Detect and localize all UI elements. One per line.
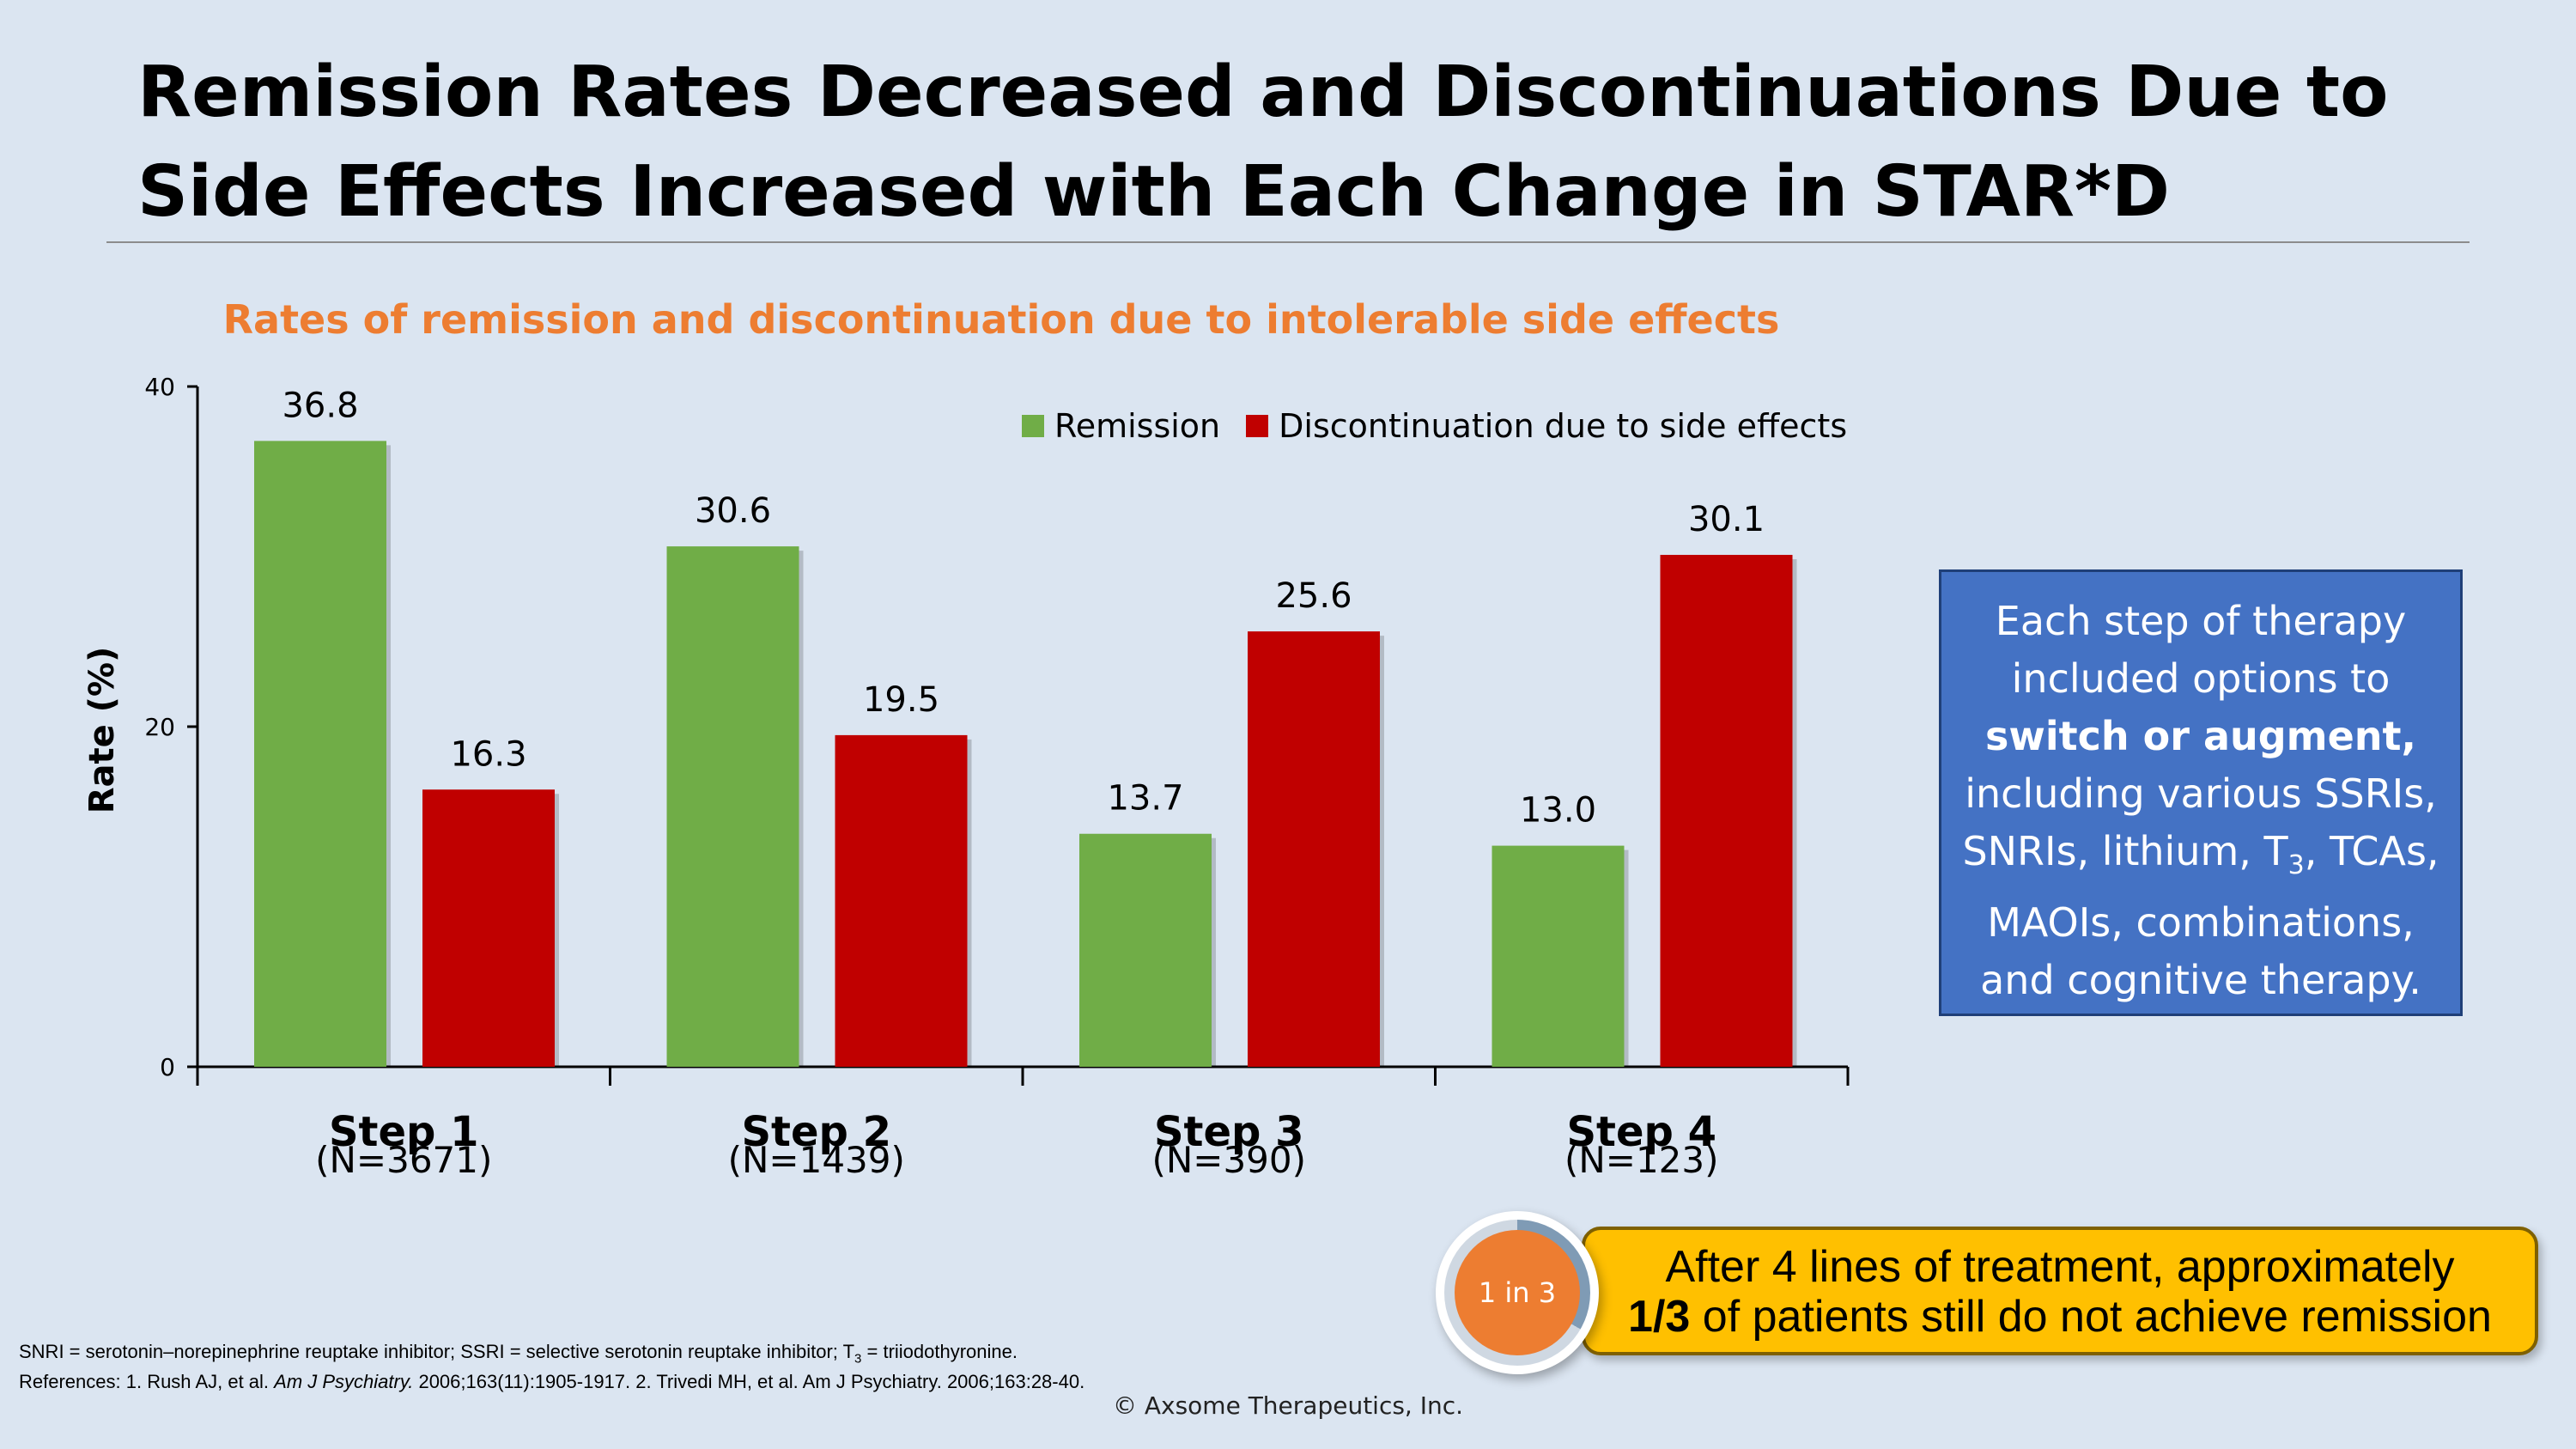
bar-value-label: 30.6: [695, 491, 771, 531]
step-sample-size: (N=123): [1564, 1139, 1719, 1181]
chart-legend: Remission Discontinuation due to side ef…: [1022, 407, 1873, 445]
footnote-references: References: 1. Rush AJ, et al. Am J Psyc…: [19, 1370, 1084, 1393]
discontinuation-bar: [422, 789, 555, 1067]
remission-bar: [666, 546, 799, 1067]
badge-ring: 1 in 3: [1444, 1220, 1590, 1366]
x-category-label: Step 2 (N=1439): [645, 1111, 988, 1178]
callout-text: of patients still do not achieve remissi…: [1690, 1292, 2492, 1342]
title-divider: [106, 241, 2470, 243]
footnote-text: = triiodothyronine.: [861, 1341, 1018, 1362]
remission-bar: [1079, 833, 1212, 1067]
info-bold-text: switch or augment,: [1984, 713, 2417, 759]
x-category-label: Step 4 (N=123): [1470, 1111, 1814, 1178]
info-line: including various SSRIs,: [1965, 770, 2437, 817]
bar-value-label: 19.5: [863, 680, 939, 720]
bar-value-label: 13.0: [1520, 791, 1596, 831]
step-sample-size: (N=1439): [727, 1139, 905, 1181]
legend-label-discontinuation: Discontinuation due to side effects: [1279, 407, 1848, 445]
legend-swatch-remission: [1022, 415, 1044, 437]
footnote-text: References: 1. Rush AJ, et al.: [19, 1371, 275, 1393]
legend-swatch-discontinuation: [1246, 415, 1269, 437]
footnotes: SNRI = serotonin–norepinephrine reuptake…: [19, 1340, 1084, 1393]
bar-value-label: 16.3: [450, 734, 526, 774]
callout-bold: 1/3: [1628, 1292, 1691, 1342]
step-sample-size: (N=3671): [315, 1139, 493, 1181]
discontinuation-bar: [1248, 631, 1380, 1067]
footnote-journal: Am J Psychiatry.: [274, 1371, 414, 1393]
footnote-abbreviations: SNRI = serotonin–norepinephrine reuptake…: [19, 1340, 1084, 1370]
footnote-text: SNRI = serotonin–norepinephrine reuptake…: [19, 1341, 855, 1362]
info-line: and cognitive therapy.: [1980, 957, 2421, 1004]
info-text: SNRIs, lithium, T: [1962, 828, 2288, 874]
therapy-info-box: Each step of therapy included options to…: [1939, 569, 2463, 1016]
callout-line: After 4 lines of treatment, approximatel…: [1665, 1242, 2455, 1292]
x-category-label: Step 1 (N=3671): [232, 1111, 575, 1178]
info-line: SNRIs, lithium, T3, TCAs,: [1941, 823, 2460, 894]
bar-chart: 0 20 40 36.8 30.6 13.7 13.0 16.3 19.5 25.6 30.1: [144, 373, 1850, 1086]
slide-title: Remission Rates Decreased and Discontinu…: [137, 52, 2389, 233]
info-subscript: 3: [2287, 850, 2305, 881]
step-sample-size: (N=390): [1151, 1139, 1307, 1181]
one-in-three-badge: 1 in 3: [1436, 1211, 1599, 1374]
y-tick-label: 20: [144, 713, 175, 741]
discontinuation-bar: [835, 734, 968, 1067]
remission-bar: [1492, 845, 1625, 1067]
bar-value-label: 36.8: [282, 386, 358, 425]
legend-label-remission: Remission: [1054, 407, 1221, 445]
discontinuation-bar: [1660, 555, 1793, 1067]
remission-bar: [254, 441, 386, 1067]
bar-value-label: 13.7: [1107, 779, 1183, 819]
copyright: © Axsome Therapeutics, Inc.: [1112, 1391, 1464, 1420]
badge-text: 1 in 3: [1455, 1230, 1580, 1355]
step-name: Step 2: [741, 1108, 892, 1156]
info-text: , TCAs,: [2304, 828, 2439, 874]
info-line: MAOIs, combinations,: [1987, 899, 2415, 947]
remission-callout: After 4 lines of treatment, approximatel…: [1582, 1227, 2538, 1355]
step-name: Step 3: [1153, 1108, 1304, 1156]
bar-value-label: 25.6: [1275, 576, 1352, 616]
footnote-text: 2006;163(11):1905-1917. 2. Trivedi MH, e…: [413, 1371, 1085, 1393]
chart-title: Rates of remission and discontinuation d…: [222, 296, 1780, 343]
info-line: included options to: [2011, 655, 2391, 702]
footnote-subscript: 3: [854, 1351, 862, 1367]
x-category-label: Step 3 (N=390): [1057, 1111, 1400, 1178]
bar-value-label: 30.1: [1688, 500, 1765, 539]
info-line: Each step of therapy: [1995, 598, 2407, 644]
step-name: Step 1: [328, 1108, 479, 1156]
y-tick-label: 0: [160, 1053, 175, 1081]
step-name: Step 4: [1566, 1108, 1717, 1156]
y-tick-label: 40: [144, 373, 175, 401]
callout-line: 1/3 of patients still do not achieve rem…: [1585, 1292, 2535, 1342]
